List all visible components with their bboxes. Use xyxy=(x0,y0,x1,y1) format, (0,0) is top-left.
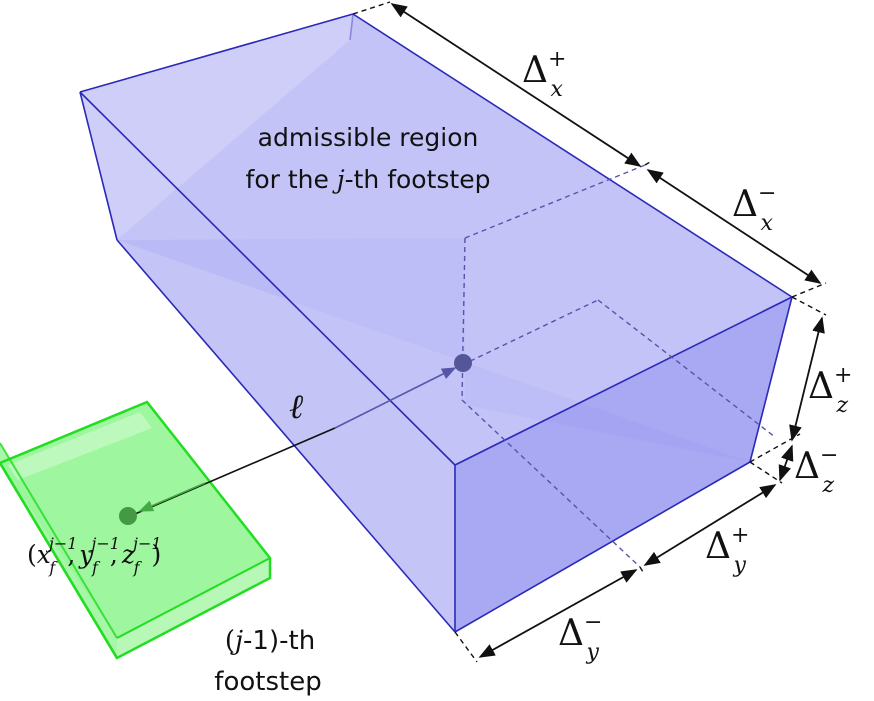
footstep-highlight xyxy=(8,412,152,480)
box-front-face xyxy=(455,297,792,632)
region-center-dot xyxy=(454,354,472,372)
region-label-line1: admissible region xyxy=(258,123,479,152)
dimension-extension-lines xyxy=(352,1,827,663)
center-plane-dashes xyxy=(461,164,776,568)
footstep-center-dot xyxy=(119,507,137,525)
dim-arrow-z-plus xyxy=(789,316,825,442)
box-left-face xyxy=(80,92,455,632)
vector-footstep-segment xyxy=(138,482,206,512)
region-label: admissible region for the j-th footstep xyxy=(246,123,491,194)
dim-arrow-y-minus xyxy=(478,569,638,658)
box-back-top-shade xyxy=(80,14,353,240)
label-delta-y-minus: Δ− y xyxy=(558,610,602,665)
vector-label: ℓ xyxy=(289,387,303,427)
admissible-region-box xyxy=(79,13,793,633)
dim-arrow-z-minus xyxy=(778,444,794,482)
footstep-point-label: (xj−1 f, yj−1 f, zj−1 f) xyxy=(27,534,162,577)
footstep-label: (j-1)-th footstep xyxy=(214,626,321,697)
dim-arrow-x-plus xyxy=(390,3,642,167)
displacement-vector: ℓ xyxy=(119,354,472,525)
box-top-face xyxy=(80,14,792,465)
previous-footstep xyxy=(0,400,272,660)
footstep-label-line2: footstep xyxy=(214,667,321,697)
label-delta-x-minus: Δ− x xyxy=(732,181,776,236)
label-delta-z-minus: Δ− z xyxy=(794,443,838,498)
vector-inside-segment xyxy=(334,367,457,429)
dim-arrow-x-minus xyxy=(646,169,822,284)
label-delta-z-plus: Δ+ z xyxy=(808,363,852,418)
dimension-arrows xyxy=(390,3,825,658)
dim-arrow-y-plus xyxy=(643,484,777,566)
label-delta-y-plus: Δ+ y xyxy=(705,523,749,578)
region-label-line2: for the j-th footstep xyxy=(246,165,491,194)
footstep-label-line1: (j-1)-th xyxy=(225,626,315,656)
footstep-front-face xyxy=(117,558,270,658)
label-delta-x-plus: Δ+ x xyxy=(522,47,566,102)
